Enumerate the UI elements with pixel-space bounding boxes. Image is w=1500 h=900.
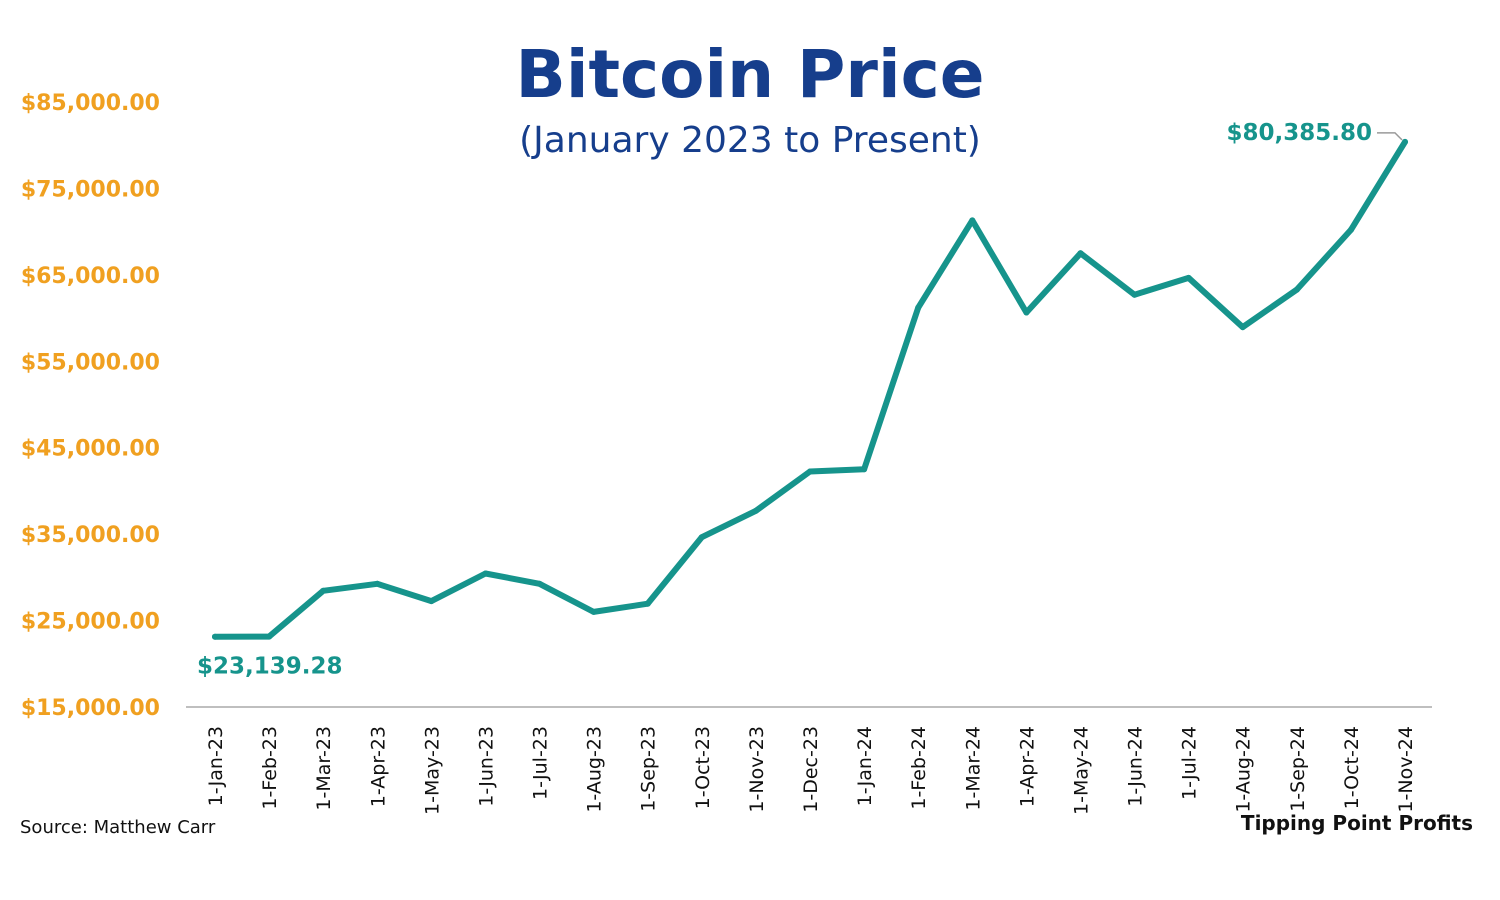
data-point	[1185, 274, 1192, 281]
y-axis-ticks: $15,000.00 $25,000.00 $35,000.00 $45,000.00…	[21, 91, 160, 721]
y-tick-label: $75,000.00	[21, 177, 160, 202]
chart-subtitle: (January 2023 to Present)	[519, 120, 981, 161]
data-point	[1347, 226, 1354, 233]
x-tick-label: 1-Dec-23	[800, 726, 822, 813]
data-point	[266, 633, 273, 640]
price-line	[212, 138, 1408, 640]
data-point	[969, 217, 976, 224]
data-point	[1077, 250, 1084, 257]
x-tick-label: 1-Oct-23	[692, 726, 714, 809]
x-tick-label: 1-Aug-23	[584, 726, 606, 813]
x-axis-ticks: 1-Jan-23 1-Feb-23 1-Mar-23 1-Apr-23 1-May-23…	[205, 726, 1417, 815]
x-tick-label: 1-Jan-23	[205, 726, 227, 806]
data-label-leader	[1377, 132, 1403, 141]
x-tick-label: 1-Jun-24	[1125, 726, 1147, 807]
series-layer	[212, 138, 1408, 640]
x-tick-label: 1-Sep-23	[638, 726, 660, 812]
data-point	[807, 468, 813, 475]
x-tick-label: 1-Mar-23	[313, 726, 335, 811]
y-tick-label: $35,000.00	[21, 523, 160, 548]
data-point	[1293, 286, 1300, 293]
x-tick-label: 1-Jul-23	[530, 726, 552, 800]
y-tick-label: $15,000.00	[21, 696, 160, 721]
data-point	[698, 534, 705, 541]
x-tick-label: 1-Feb-23	[259, 726, 281, 810]
x-tick-label: 1-Feb-24	[908, 726, 930, 810]
data-label-first: $23,139.28	[197, 654, 343, 680]
data-label-last: $80,385.80	[1226, 120, 1372, 146]
x-tick-label: 1-Apr-23	[367, 726, 389, 807]
data-point	[320, 587, 327, 594]
data-point	[212, 633, 218, 640]
x-tick-label: 1-May-23	[421, 726, 443, 815]
data-point	[644, 600, 651, 607]
source-note: Source: Matthew Carr	[20, 817, 216, 838]
data-point	[374, 580, 381, 587]
y-tick-label: $65,000.00	[21, 264, 160, 289]
data-point	[1239, 324, 1246, 331]
y-tick-label: $55,000.00	[21, 350, 160, 375]
x-tick-label: 1-Nov-23	[746, 726, 768, 813]
chart-title: Bitcoin Price	[516, 36, 985, 113]
y-tick-label: $45,000.00	[21, 437, 160, 462]
x-tick-label: 1-Mar-24	[962, 726, 984, 811]
data-point	[861, 466, 868, 473]
data-point	[752, 507, 759, 514]
data-point	[590, 608, 597, 615]
x-tick-label: 1-Oct-24	[1341, 726, 1363, 809]
data-point	[1402, 138, 1408, 145]
data-point	[1023, 309, 1030, 316]
data-point	[428, 598, 435, 605]
x-tick-label: 1-Apr-24	[1016, 726, 1038, 807]
brand-label: Tipping Point Profits	[1241, 811, 1473, 835]
x-tick-label: 1-Jun-23	[475, 726, 497, 807]
x-tick-label: 1-Sep-24	[1287, 726, 1309, 812]
x-tick-label: 1-Jul-24	[1179, 726, 1201, 800]
data-point	[536, 580, 543, 587]
y-tick-label: $85,000.00	[21, 91, 160, 116]
x-tick-label: 1-Nov-24	[1395, 726, 1417, 813]
annotation-layer: $23,139.28 $80,385.80	[197, 120, 1403, 680]
data-point	[482, 570, 489, 577]
data-point	[1131, 291, 1138, 298]
x-tick-label: 1-May-24	[1070, 726, 1092, 815]
data-point	[915, 304, 922, 311]
y-tick-label: $25,000.00	[21, 610, 160, 635]
x-tick-label: 1-Aug-24	[1233, 726, 1255, 813]
x-tick-label: 1-Jan-24	[854, 726, 876, 806]
